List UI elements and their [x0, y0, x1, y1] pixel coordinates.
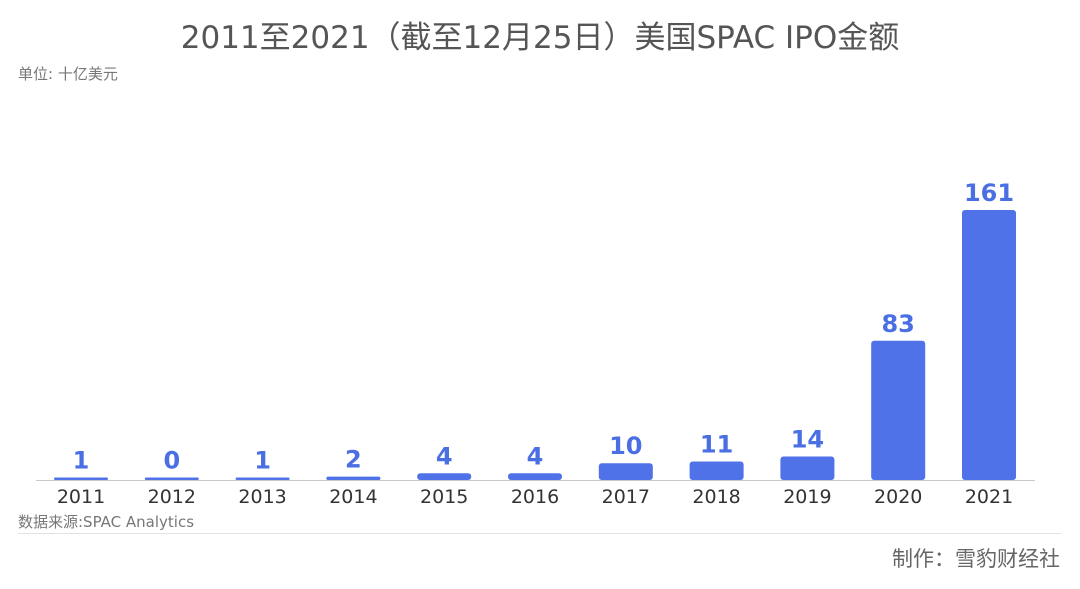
bar-2016: [508, 473, 562, 480]
bars-group: [54, 210, 1016, 480]
x-tick-label-2019: 2019: [783, 486, 831, 508]
x-tick-label-2011: 2011: [57, 486, 105, 508]
bar-2012: [144, 477, 199, 480]
value-label-2017: 10: [609, 432, 642, 460]
value-label-2011: 1: [73, 447, 90, 475]
x-tick-labels-group: 2011 2012 2013 2014 2015 2016 2017 2018 2019 2020…: [57, 486, 1013, 508]
value-label-2015: 4: [436, 442, 453, 470]
x-tick-label-2021: 2021: [965, 486, 1013, 508]
bar-2011: [54, 477, 108, 480]
value-label-2021: 161: [964, 179, 1014, 207]
footer-divider: [18, 533, 1061, 534]
bar-2013: [235, 477, 290, 480]
data-source: 数据来源:SPAC Analytics: [18, 513, 195, 531]
bar-2017: [598, 463, 653, 480]
x-tick-label-2012: 2012: [148, 486, 196, 508]
value-label-2014: 2: [345, 446, 362, 474]
x-tick-label-2018: 2018: [692, 486, 740, 508]
bar-2014: [326, 476, 381, 480]
x-tick-label-2017: 2017: [602, 486, 650, 508]
x-tick-label-2020: 2020: [874, 486, 922, 508]
bar-2021: [962, 210, 1016, 480]
chart-title: 2011至2021（截至12月25日）美国SPAC IPO金额: [180, 20, 900, 56]
bar-2015: [417, 473, 472, 480]
value-label-2013: 1: [254, 447, 271, 475]
value-label-2018: 11: [700, 431, 733, 459]
credit-text: 制作：雪豹财经社: [892, 547, 1060, 571]
bar-2018: [689, 461, 744, 480]
value-label-2016: 4: [527, 442, 544, 470]
x-tick-label-2016: 2016: [511, 486, 559, 508]
x-tick-label-2013: 2013: [238, 486, 286, 508]
value-label-2019: 14: [791, 426, 824, 454]
value-label-2020: 83: [881, 310, 914, 338]
bar-2019: [780, 456, 835, 480]
x-tick-label-2014: 2014: [329, 486, 377, 508]
unit-label: 单位: 十亿美元: [18, 65, 118, 83]
x-tick-label-2015: 2015: [420, 486, 468, 508]
value-label-2012: 0: [163, 447, 180, 475]
bar-2020: [871, 340, 926, 480]
